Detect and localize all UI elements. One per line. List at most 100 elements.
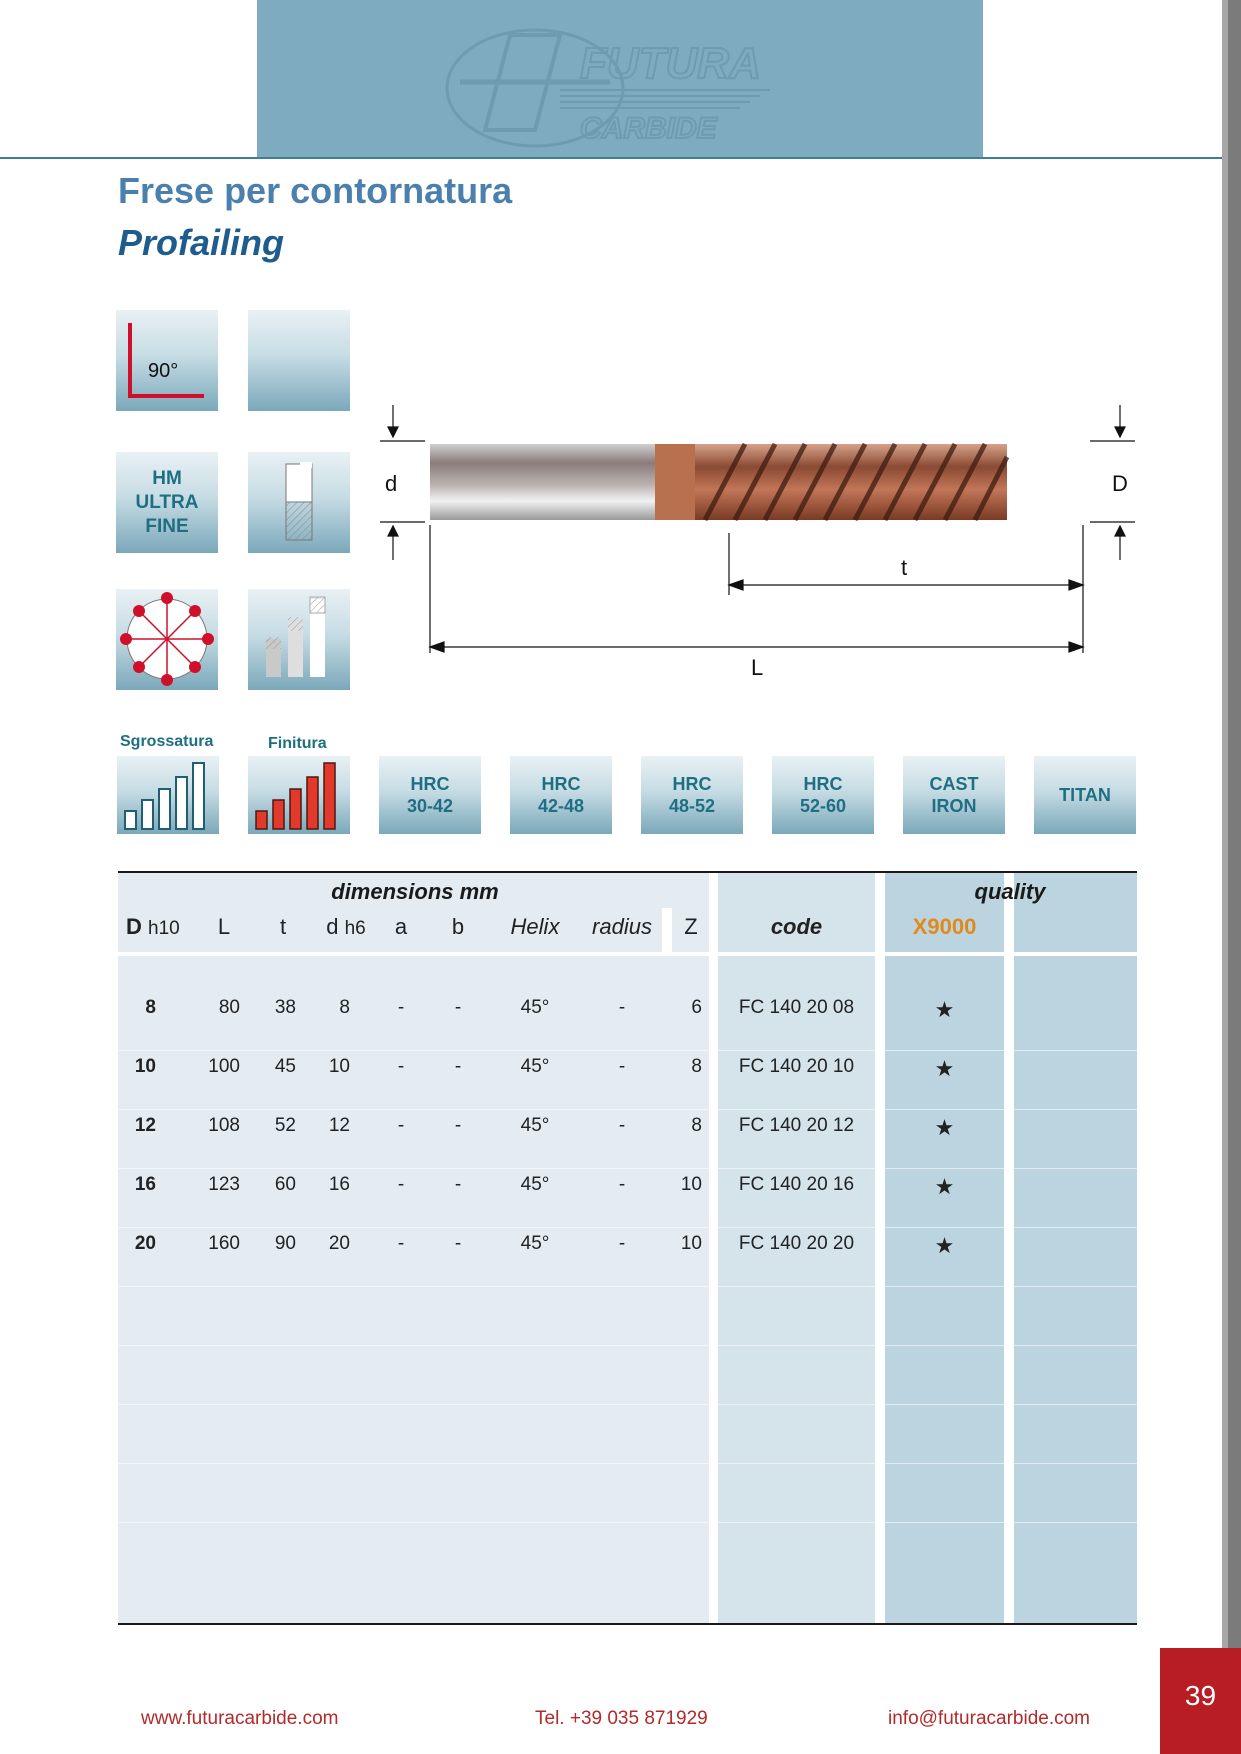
cell-t: 90 (274, 1233, 296, 1254)
column-gap (1004, 872, 1014, 1624)
col-header-Z: Z (684, 914, 698, 939)
code-column-bg (718, 872, 875, 1624)
cell-t: 60 (274, 1174, 296, 1195)
cell-d: 16 (328, 1174, 350, 1195)
column-gap (875, 872, 885, 1624)
cell-b: - (454, 1115, 462, 1136)
cylindrical-shank-icon (285, 462, 313, 541)
right-angle-icon (128, 323, 204, 398)
page-number-box (1160, 1648, 1241, 1754)
col-header-d-main: d (326, 914, 339, 939)
cell-z: 6 (691, 997, 702, 1018)
header-rule (0, 157, 1222, 159)
tool-length-icon (266, 596, 326, 677)
material-tile: HM ULTRA FINE (116, 452, 218, 553)
material-tile-label: HRC 30-42 (406, 774, 454, 816)
material-tile-label: HRC 52-60 (799, 774, 847, 816)
row-separator (118, 1463, 1137, 1464)
column-gap (709, 872, 718, 1624)
cell-radius: - (618, 997, 626, 1018)
col-header-D-sub: h10 (148, 918, 180, 939)
col-header-d: d h6 (316, 914, 376, 940)
logo-text-futura: FUTURA (580, 39, 761, 88)
tool-flutes (695, 444, 1007, 520)
finishing-tile (248, 756, 350, 834)
col-header-a: a (394, 914, 408, 939)
cell-t: 45 (274, 1056, 296, 1077)
cell-quality: ★ (934, 1233, 955, 1258)
cell-b: - (454, 1056, 462, 1077)
cell-d: 20 (328, 1233, 350, 1254)
cell-code: FC 140 20 20 (738, 1233, 855, 1254)
col-header-helix: Helix (510, 914, 560, 939)
header-divider (885, 952, 1137, 956)
cell-d: 8 (145, 997, 156, 1018)
material-tile-titan: TITAN (1034, 756, 1136, 834)
quality-column-bg (885, 872, 1004, 1624)
tool-shank (430, 444, 660, 520)
multi-flute-icon (120, 592, 214, 686)
blank-tile (248, 310, 350, 411)
cell-helix: 45° (520, 1056, 550, 1077)
cell-d: 20 (134, 1233, 156, 1254)
roughing-tile (117, 756, 219, 834)
finishing-bars-icon (255, 762, 336, 830)
quality-group-header: quality (974, 879, 1046, 904)
cell-helix: 45° (520, 997, 550, 1018)
material-tile-cast-iron: CAST IRON (903, 756, 1005, 834)
length-tile (248, 589, 350, 690)
dim-label-L: L (751, 655, 763, 680)
dim-label-d: d (385, 471, 397, 496)
finishing-label: Finitura (268, 735, 327, 752)
cell-d: 12 (134, 1115, 156, 1136)
table-bottom-rule (118, 1623, 1137, 1625)
dimensions-group-header: dimensions mm (331, 879, 499, 904)
product-table (118, 872, 1137, 1624)
cell-a: - (397, 1174, 405, 1195)
col-header-b: b (451, 914, 465, 939)
cell-helix: 45° (520, 1233, 550, 1254)
row-separator (118, 1404, 1137, 1405)
page-subtitle: Profailing (118, 222, 285, 263)
row-separator (118, 1522, 1137, 1523)
material-tile-hrc-42-48: HRC 42-48 (510, 756, 612, 834)
col-header-L: L (217, 914, 231, 939)
cell-t: 52 (274, 1115, 296, 1136)
row-separator (118, 1168, 1137, 1169)
cell-quality: ★ (934, 1056, 955, 1081)
cell-code: FC 140 20 12 (738, 1115, 855, 1136)
dim-label-D: D (1112, 471, 1128, 496)
cell-l: 80 (218, 997, 240, 1018)
cell-b: - (454, 1174, 462, 1195)
cell-l: 160 (208, 1233, 240, 1254)
cell-helix: 45° (520, 1115, 550, 1136)
material-tile-hrc-48-52: HRC 48-52 (641, 756, 743, 834)
row-separator (118, 1050, 1137, 1051)
footer-email-link[interactable]: info@futuracarbide.com (888, 1708, 1090, 1729)
quality-header-divider (1004, 910, 1014, 954)
cell-l: 123 (208, 1174, 240, 1195)
cell-t: 38 (274, 997, 296, 1018)
col-header-radius: radius (592, 914, 652, 939)
page-title: Frese per contornatura (118, 170, 513, 211)
cell-z: 8 (691, 1115, 702, 1136)
cell-l: 108 (208, 1115, 240, 1136)
header-divider (118, 952, 709, 956)
cell-l: 100 (208, 1056, 240, 1077)
col-header-code: code (770, 914, 823, 939)
cell-b: - (454, 1233, 462, 1254)
cell-a: - (397, 1056, 405, 1077)
header-divider (718, 952, 875, 956)
col-header-D: D h10 (126, 914, 192, 940)
roughing-label: Sgrossatura (120, 733, 214, 750)
cell-z: 10 (680, 1174, 702, 1195)
cell-quality: ★ (934, 1115, 955, 1140)
cell-radius: - (618, 1056, 626, 1077)
material-tile-label: CAST IRON (929, 774, 979, 816)
material-tile-label: HRC 42-48 (537, 774, 585, 816)
footer-website-link[interactable]: www.futuracarbide.com (141, 1708, 339, 1729)
cell-d: 16 (134, 1174, 156, 1195)
cell-code: FC 140 20 16 (738, 1174, 855, 1195)
cell-z: 10 (680, 1233, 702, 1254)
cell-code: FC 140 20 10 (738, 1056, 855, 1077)
